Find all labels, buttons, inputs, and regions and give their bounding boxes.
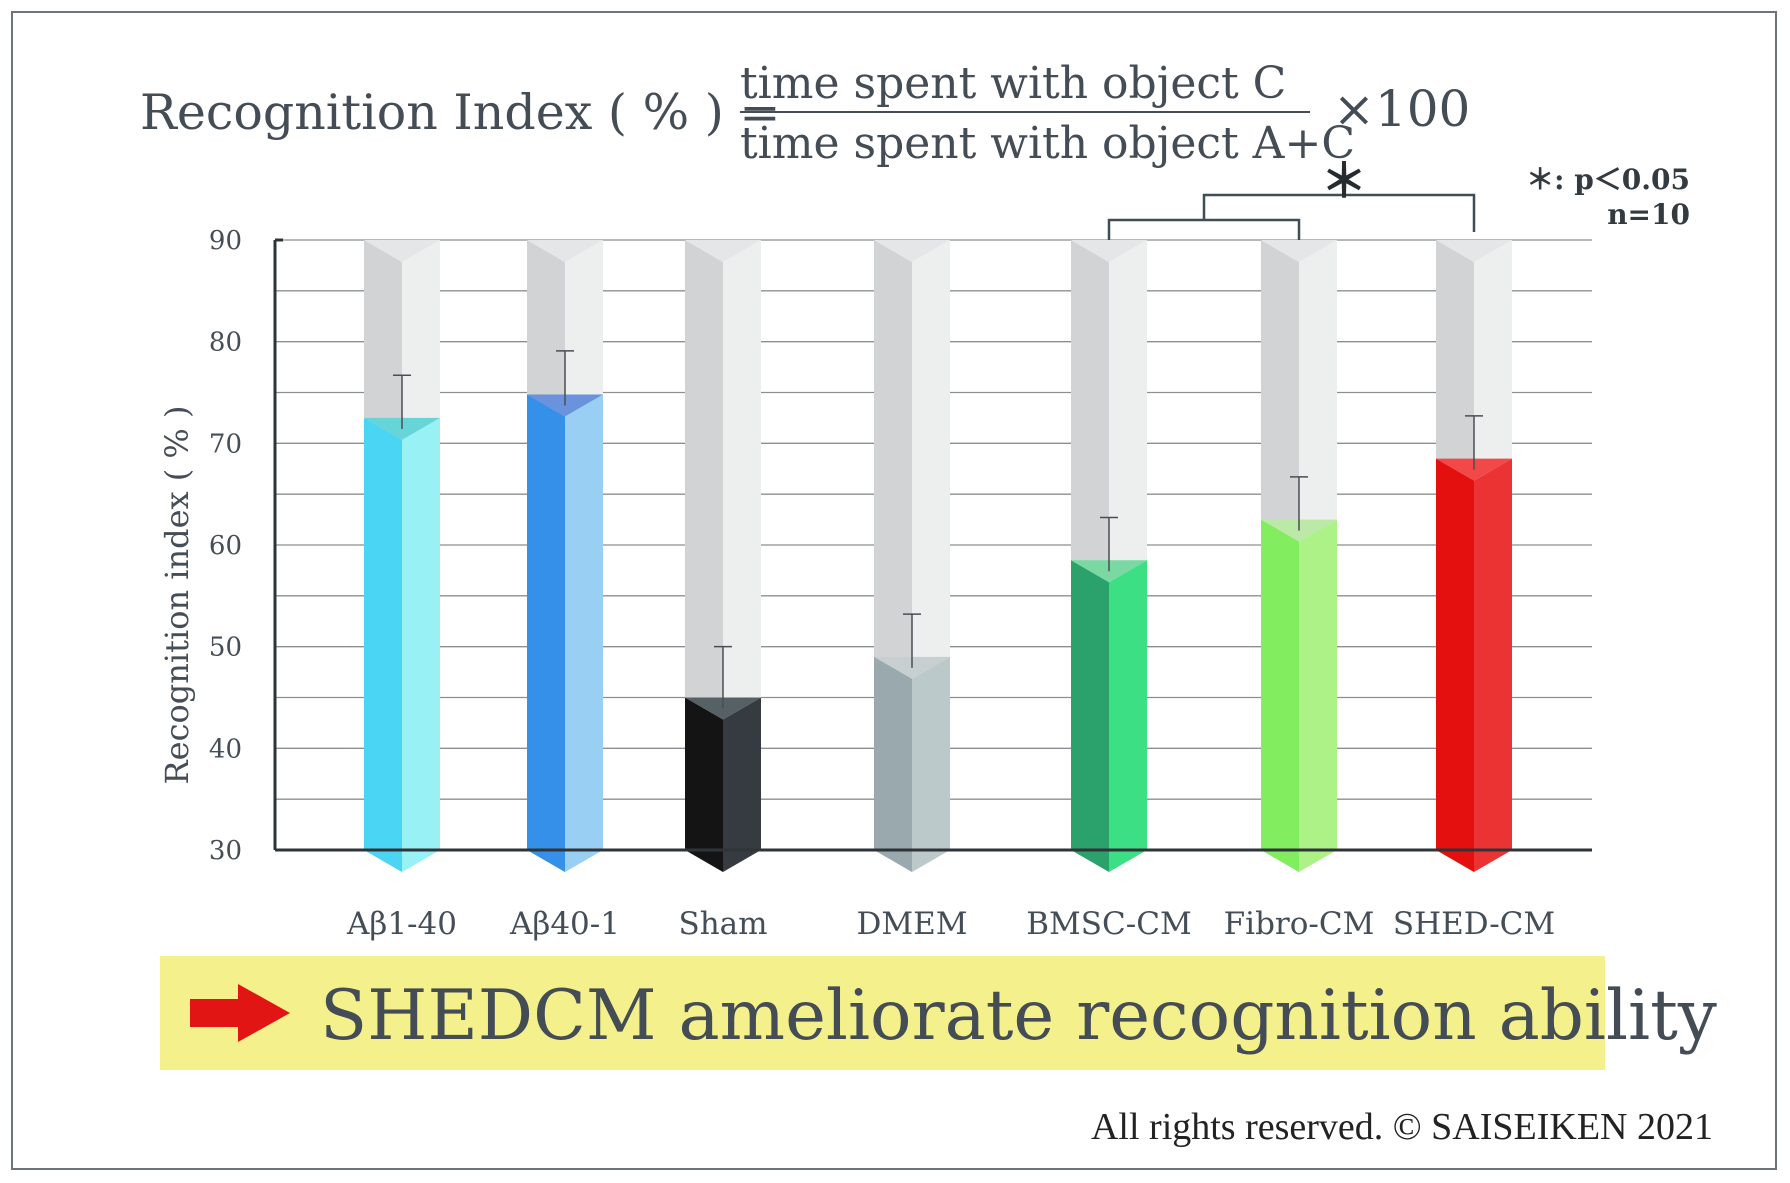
figure-frame	[11, 11, 1777, 1170]
category-label: Fibro-CM	[1224, 906, 1375, 942]
significance-legend: ＊: p＜0.05	[1526, 163, 1690, 196]
conclusion-banner: SHEDCM ameliorate recognition ability	[160, 956, 1717, 1070]
bar	[1261, 519, 1299, 872]
bar	[723, 697, 761, 872]
formula-numerator: time spent with object C	[740, 58, 1287, 109]
bar-track	[527, 240, 603, 262]
bar-track	[1436, 240, 1512, 262]
category-label: Sham	[678, 906, 767, 942]
bar-track	[364, 240, 440, 262]
y-tick-label: 30	[209, 836, 242, 866]
copyright-notice: All rights reserved. © SAISEIKEN 2021	[1090, 1106, 1713, 1148]
category-label: Aβ40-1	[509, 906, 620, 942]
y-axis-title: Recognition index ( % )	[158, 406, 196, 785]
y-tick-label: 60	[209, 531, 242, 561]
formula-multiplier: ×100	[1333, 80, 1471, 138]
bar-track	[1071, 240, 1147, 262]
y-tick-label: 40	[209, 734, 242, 764]
bar	[1299, 519, 1337, 872]
bar-track	[874, 240, 950, 262]
bar	[565, 394, 603, 872]
bar	[912, 656, 950, 872]
bar	[874, 656, 912, 872]
bar-track	[1261, 240, 1337, 262]
y-tick-label: 70	[209, 429, 242, 459]
fraction-line	[740, 111, 1310, 113]
bar-chart: Aβ1-40 Aβ40-1 Sham DMEM BMSC-CM Fibro-CM SHED-…	[158, 154, 1592, 942]
category-label: SHED-CM	[1393, 906, 1555, 942]
category-label: BMSC-CM	[1026, 906, 1191, 942]
category-label: Aβ1-40	[346, 906, 457, 942]
significance-bracket	[1202, 193, 1476, 232]
y-tick-label: 90	[209, 226, 242, 256]
significance-marker: ＊	[1321, 154, 1367, 208]
bar	[1436, 458, 1474, 872]
bar	[1071, 560, 1109, 872]
formula-fraction: time spent with object C time spent with…	[740, 58, 1355, 176]
bar	[685, 697, 723, 872]
formula-lhs: Recognition Index ( % ) =	[140, 84, 781, 141]
right-arrow-icon	[190, 984, 290, 1042]
significance-bracket	[1107, 218, 1301, 240]
stats-note: ＊: p＜0.05 n=10	[1490, 162, 1690, 232]
bar	[364, 417, 402, 872]
bar-track	[685, 240, 761, 262]
y-tick-label: 80	[209, 328, 242, 358]
conclusion-text: SHEDCM ameliorate recognition ability	[320, 976, 1717, 1056]
formula-denominator: time spent with object A+C	[740, 118, 1355, 169]
category-label: DMEM	[857, 906, 968, 942]
bar	[1109, 560, 1147, 872]
sample-size: n=10	[1607, 198, 1690, 231]
bar	[402, 417, 440, 872]
bar	[527, 394, 565, 872]
y-tick-label: 50	[209, 633, 242, 663]
bar	[1474, 458, 1512, 872]
